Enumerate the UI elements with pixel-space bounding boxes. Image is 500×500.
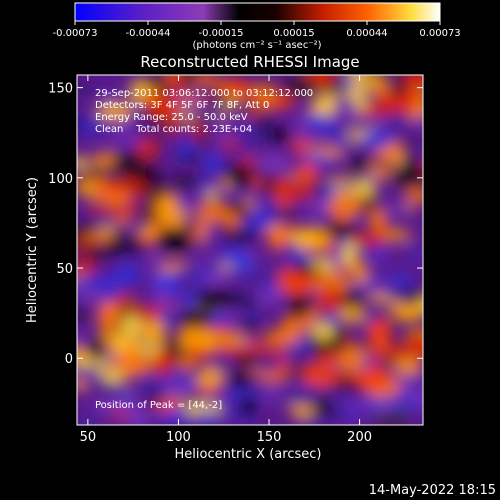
annotation-clean-counts: Clean Total counts: 2.23E+04 (95, 124, 252, 135)
plot-frame (76, 74, 424, 426)
colorbar-tick-label: 0.00015 (273, 28, 314, 39)
x-tick-label: 100 (166, 430, 191, 445)
annotation-detectors: Detectors: 3F 4F 5F 6F 7F 8F, Att 0 (95, 100, 269, 111)
y-tick-label: 50 (56, 262, 73, 277)
y-axis-label: Heliocentric Y (arcsec) (25, 177, 40, 323)
chart-title: Reconstructed RHESSI Image (140, 53, 359, 71)
y-tick-label: 0 (65, 352, 73, 367)
colorbar-gradient (74, 2, 441, 22)
x-tick-label: 150 (257, 430, 282, 445)
x-tick-label: 200 (347, 430, 372, 445)
annotation-energy-range: Energy Range: 25.0 - 50.0 keV (95, 112, 248, 123)
colorbar-tick-label: -0.00073 (53, 28, 98, 39)
colorbar: -0.00073 -0.00044 -0.00015 0.00015 0.00044 0.… (53, 2, 461, 51)
heatmap-image (77, 75, 423, 425)
x-tick-label: 50 (80, 430, 97, 445)
colorbar-tick-label: -0.00044 (126, 28, 171, 39)
x-axis-ticks: 50 100 150 200 (80, 75, 372, 445)
colorbar-tick-label: 0.00073 (419, 28, 460, 39)
info-block: 29-Sep-2011 03:06:12.000 to 03:12:12.000… (95, 88, 313, 135)
annotation-time-range: 29-Sep-2011 03:06:12.000 to 03:12:12.000 (95, 88, 313, 99)
colorbar-units: (photons cm⁻² s⁻¹ asec⁻²) (192, 40, 321, 51)
colorbar-tick-label: 0.00044 (346, 28, 387, 39)
colorbar-tick-label: -0.00015 (199, 28, 244, 39)
colorbar-ticks: -0.00073 -0.00044 -0.00015 0.00015 0.00044 0.… (53, 21, 461, 39)
y-tick-label: 100 (48, 172, 73, 187)
peak-position-label: Position of Peak = [44,-2] (95, 400, 222, 411)
x-axis-label: Heliocentric X (arcsec) (175, 447, 322, 462)
y-axis-ticks: 0 50 100 150 (48, 82, 423, 367)
y-tick-label: 150 (48, 82, 73, 97)
plot-area (77, 75, 423, 425)
plot-timestamp: 14-May-2022 18:15 (369, 483, 496, 498)
